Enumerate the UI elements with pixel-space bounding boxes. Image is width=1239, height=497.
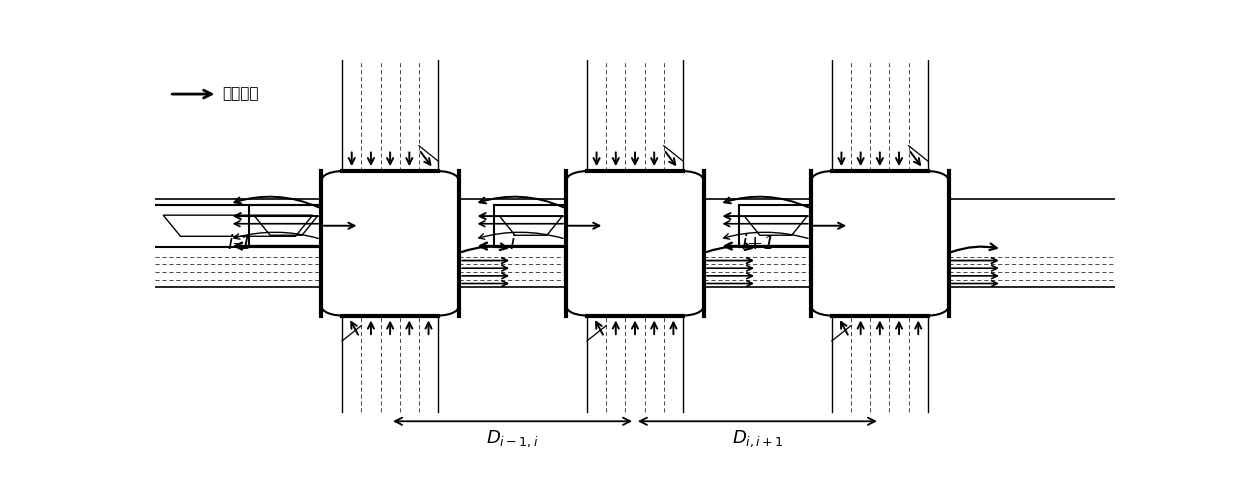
Text: $i$: $i$ [509,234,517,253]
Text: $i$+1: $i$+1 [741,234,773,253]
Text: $i$-1: $i$-1 [227,234,249,253]
Text: $D_{i-1,i}$: $D_{i-1,i}$ [486,428,539,449]
Text: 上行方向: 上行方向 [222,86,259,101]
FancyBboxPatch shape [566,170,704,316]
Text: $D_{i,i+1}$: $D_{i,i+1}$ [731,428,783,449]
FancyBboxPatch shape [810,170,949,316]
FancyBboxPatch shape [321,170,460,316]
